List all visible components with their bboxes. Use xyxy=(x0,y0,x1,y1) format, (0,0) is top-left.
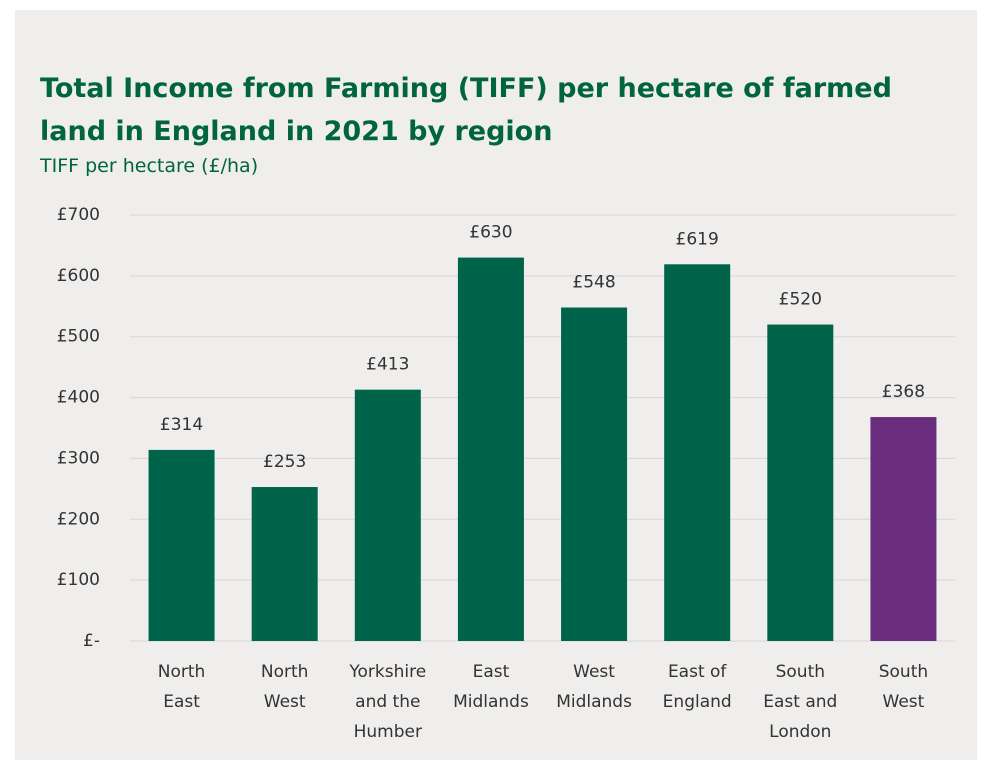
x-tick-label: East xyxy=(473,662,510,682)
bar xyxy=(767,324,834,641)
x-tick-label: Midlands xyxy=(453,692,529,712)
y-tick-label: £- xyxy=(83,631,100,651)
x-tick-label: East and xyxy=(763,692,837,712)
value-label: £314 xyxy=(160,415,203,435)
y-tick-label: £600 xyxy=(57,266,100,286)
x-tick-label: Yorkshire xyxy=(348,662,426,682)
x-tick-label: West xyxy=(264,692,306,712)
value-label: £253 xyxy=(263,452,306,472)
x-tick-label: South xyxy=(879,662,928,682)
x-tick-label: West xyxy=(883,692,925,712)
bar xyxy=(354,389,421,641)
value-label: £368 xyxy=(882,382,925,402)
x-tick-label: North xyxy=(158,662,206,682)
x-tick-label: England xyxy=(663,692,732,712)
x-tick-label: London xyxy=(769,722,831,742)
y-tick-label: £100 xyxy=(57,570,100,590)
x-tick-label: North xyxy=(261,662,309,682)
x-tick-label: Humber xyxy=(354,722,422,742)
y-tick-label: £500 xyxy=(57,327,100,347)
chart-title: Total Income from Farming (TIFF) per hec… xyxy=(40,73,892,104)
y-tick-label: £700 xyxy=(57,205,100,225)
value-label: £630 xyxy=(469,223,512,243)
x-tick-label: and the xyxy=(355,692,420,712)
bar xyxy=(457,257,524,641)
y-tick-label: £400 xyxy=(57,388,100,408)
bar xyxy=(561,307,628,641)
value-label: £520 xyxy=(779,290,822,310)
value-label: £548 xyxy=(572,273,615,293)
bar xyxy=(870,417,937,641)
chart-subtitle: TIFF per hectare (£/ha) xyxy=(39,155,258,177)
y-tick-label: £300 xyxy=(57,448,100,468)
bar xyxy=(664,264,731,641)
x-tick-label: South xyxy=(776,662,825,682)
x-tick-label: Midlands xyxy=(556,692,632,712)
x-tick-label: East xyxy=(163,692,200,712)
x-tick-label: West xyxy=(573,662,615,682)
y-tick-label: £200 xyxy=(57,509,100,529)
x-tick-label: East of xyxy=(668,662,727,682)
bar xyxy=(251,487,318,641)
value-label: £413 xyxy=(366,355,409,375)
bar xyxy=(148,449,215,641)
value-label: £619 xyxy=(676,229,719,249)
chart-title: land in England in 2021 by region xyxy=(40,116,552,147)
